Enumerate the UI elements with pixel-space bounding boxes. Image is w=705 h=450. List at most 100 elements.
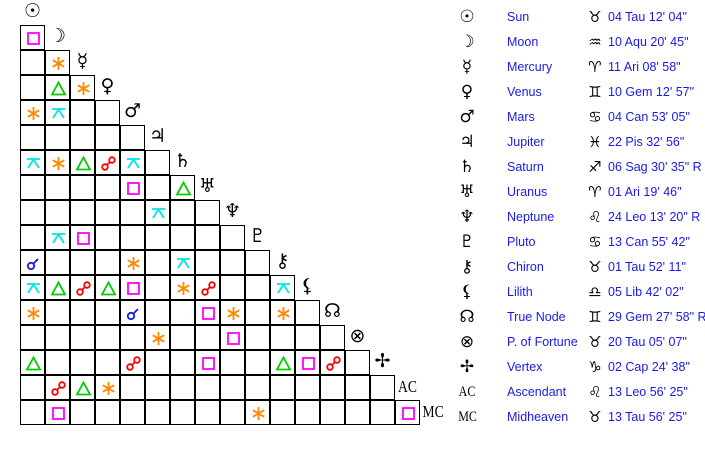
aspect-cell[interactable] [320, 350, 345, 375]
aspect-cell[interactable] [95, 125, 120, 150]
aspect-cell[interactable] [70, 375, 95, 400]
aspect-cell[interactable] [270, 350, 295, 375]
aspect-cell[interactable] [270, 375, 295, 400]
aspect-cell[interactable] [95, 300, 120, 325]
aspect-cell[interactable] [195, 375, 220, 400]
aspect-cell[interactable] [45, 275, 70, 300]
aspect-cell[interactable] [220, 300, 245, 325]
aspect-cell[interactable] [20, 300, 45, 325]
aspect-cell[interactable] [45, 50, 70, 75]
aspect-cell[interactable] [45, 225, 70, 250]
aspect-cell[interactable] [220, 250, 245, 275]
aspect-cell[interactable] [270, 275, 295, 300]
aspect-cell[interactable] [120, 400, 145, 425]
aspect-cell[interactable] [120, 150, 145, 175]
aspect-cell[interactable] [45, 125, 70, 150]
aspect-cell[interactable] [120, 250, 145, 275]
aspect-cell[interactable] [170, 200, 195, 225]
aspect-cell[interactable] [120, 225, 145, 250]
aspect-cell[interactable] [170, 350, 195, 375]
aspect-cell[interactable] [145, 300, 170, 325]
aspect-cell[interactable] [295, 375, 320, 400]
aspect-cell[interactable] [20, 150, 45, 175]
aspect-cell[interactable] [45, 400, 70, 425]
aspect-cell[interactable] [145, 225, 170, 250]
aspect-cell[interactable] [295, 350, 320, 375]
aspect-cell[interactable] [220, 350, 245, 375]
aspect-cell[interactable] [145, 200, 170, 225]
aspect-cell[interactable] [270, 400, 295, 425]
aspect-cell[interactable] [120, 125, 145, 150]
aspect-cell[interactable] [295, 325, 320, 350]
aspect-cell[interactable] [345, 350, 370, 375]
aspect-cell[interactable] [70, 250, 95, 275]
aspect-cell[interactable] [45, 250, 70, 275]
aspect-cell[interactable] [95, 400, 120, 425]
aspect-cell[interactable] [70, 125, 95, 150]
aspect-cell[interactable] [20, 200, 45, 225]
aspect-cell[interactable] [345, 375, 370, 400]
aspect-cell[interactable] [170, 375, 195, 400]
aspect-cell[interactable] [245, 250, 270, 275]
aspect-cell[interactable] [195, 250, 220, 275]
aspect-cell[interactable] [195, 225, 220, 250]
aspect-cell[interactable] [20, 25, 45, 50]
aspect-cell[interactable] [395, 400, 420, 425]
aspect-cell[interactable] [20, 350, 45, 375]
aspect-cell[interactable] [345, 400, 370, 425]
aspect-cell[interactable] [170, 300, 195, 325]
aspect-cell[interactable] [70, 75, 95, 100]
aspect-cell[interactable] [20, 375, 45, 400]
aspect-cell[interactable] [95, 325, 120, 350]
aspect-cell[interactable] [195, 400, 220, 425]
aspect-cell[interactable] [120, 325, 145, 350]
aspect-cell[interactable] [45, 100, 70, 125]
aspect-cell[interactable] [95, 200, 120, 225]
aspect-cell[interactable] [70, 300, 95, 325]
aspect-cell[interactable] [195, 200, 220, 225]
aspect-cell[interactable] [320, 375, 345, 400]
aspect-cell[interactable] [245, 325, 270, 350]
aspect-cell[interactable] [120, 275, 145, 300]
aspect-cell[interactable] [220, 275, 245, 300]
aspect-cell[interactable] [195, 300, 220, 325]
aspect-cell[interactable] [170, 175, 195, 200]
aspect-cell[interactable] [170, 250, 195, 275]
aspect-cell[interactable] [70, 275, 95, 300]
aspect-cell[interactable] [220, 225, 245, 250]
aspect-cell[interactable] [245, 275, 270, 300]
aspect-cell[interactable] [120, 175, 145, 200]
aspect-cell[interactable] [370, 375, 395, 400]
aspect-cell[interactable] [145, 250, 170, 275]
aspect-cell[interactable] [370, 400, 395, 425]
aspect-cell[interactable] [120, 200, 145, 225]
aspect-cell[interactable] [45, 175, 70, 200]
aspect-cell[interactable] [95, 250, 120, 275]
aspect-cell[interactable] [70, 225, 95, 250]
aspect-cell[interactable] [95, 225, 120, 250]
aspect-cell[interactable] [70, 200, 95, 225]
aspect-cell[interactable] [20, 325, 45, 350]
aspect-cell[interactable] [70, 325, 95, 350]
aspect-cell[interactable] [20, 400, 45, 425]
aspect-cell[interactable] [220, 400, 245, 425]
aspect-cell[interactable] [220, 325, 245, 350]
aspect-cell[interactable] [145, 325, 170, 350]
aspect-cell[interactable] [20, 100, 45, 125]
aspect-cell[interactable] [195, 325, 220, 350]
aspect-cell[interactable] [20, 225, 45, 250]
aspect-cell[interactable] [145, 150, 170, 175]
aspect-cell[interactable] [95, 350, 120, 375]
aspect-cell[interactable] [120, 375, 145, 400]
aspect-cell[interactable] [270, 325, 295, 350]
aspect-cell[interactable] [145, 350, 170, 375]
aspect-cell[interactable] [45, 300, 70, 325]
aspect-cell[interactable] [70, 175, 95, 200]
aspect-cell[interactable] [170, 225, 195, 250]
aspect-cell[interactable] [320, 325, 345, 350]
aspect-cell[interactable] [70, 100, 95, 125]
aspect-cell[interactable] [170, 325, 195, 350]
aspect-cell[interactable] [245, 300, 270, 325]
aspect-cell[interactable] [20, 250, 45, 275]
aspect-cell[interactable] [120, 350, 145, 375]
